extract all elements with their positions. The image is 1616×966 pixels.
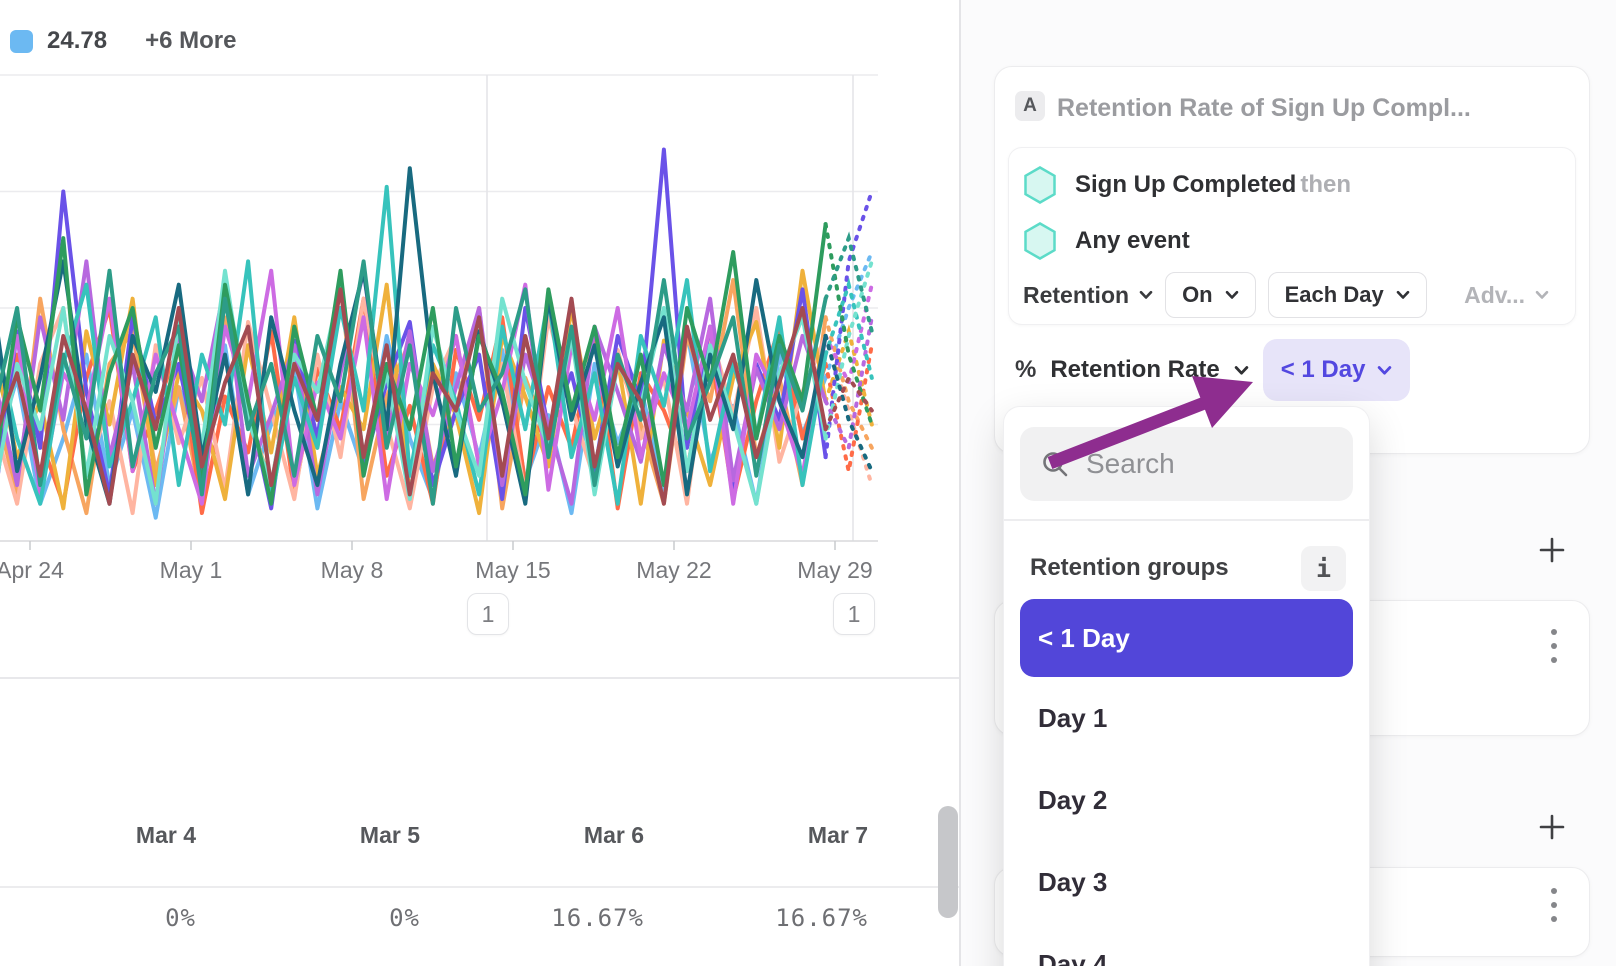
query-card-title[interactable]: Retention Rate of Sign Up Compl... xyxy=(1057,94,1471,122)
dropdown-item-day-1[interactable]: Day 1 xyxy=(1038,702,1108,733)
panel-divider xyxy=(959,0,961,966)
event-steps-card: Sign Up Completed then Any event Retentio… xyxy=(1008,147,1576,325)
add-segment-button[interactable] xyxy=(1536,534,1568,566)
vertical-scrollbar[interactable] xyxy=(938,806,958,918)
legend-more-button[interactable]: +6 More xyxy=(145,27,237,54)
info-icon[interactable]: i xyxy=(1301,545,1346,591)
retention-mode-dropdown[interactable]: Retention xyxy=(1023,282,1153,309)
annotation-badge-1[interactable]: 1 xyxy=(467,593,509,635)
hexagon-event-icon xyxy=(1024,222,1056,260)
event-step-1-suffix: then xyxy=(1300,171,1352,198)
query-card-a: A Retention Rate of Sign Up Compl... Sig… xyxy=(994,66,1590,454)
svg-text:May 15: May 15 xyxy=(475,557,550,583)
svg-text:May 29: May 29 xyxy=(797,557,872,583)
svg-text:May 22: May 22 xyxy=(636,557,711,583)
hexagon-event-icon xyxy=(1024,166,1056,204)
table-header-divider xyxy=(0,886,960,888)
table-value-cell: 16.67% xyxy=(775,904,868,932)
table-header-row: Mar 4 Mar 5 Mar 6 Mar 7 xyxy=(0,822,872,849)
retention-line-chart[interactable]: Apr 24 May 1 May 8 May 15 May 22 May 29 xyxy=(0,0,878,600)
retention-groups-label: Retention groups xyxy=(1030,554,1229,581)
retention-group-menu: Search Retention groups i < 1 Day Day 1 Da… xyxy=(1004,407,1369,966)
menu-divider xyxy=(1004,519,1369,521)
chevron-down-icon xyxy=(1535,290,1549,299)
table-header-cell: Mar 7 xyxy=(807,822,868,848)
annotation-badge-2[interactable]: 1 xyxy=(833,593,875,635)
search-placeholder: Search xyxy=(1086,448,1175,479)
section-divider xyxy=(0,677,960,679)
plus-icon xyxy=(1539,814,1565,840)
chevron-down-icon xyxy=(1396,290,1409,299)
chevron-down-icon xyxy=(1234,365,1248,375)
event-step-1[interactable]: Sign Up Completed then xyxy=(1023,158,1351,212)
chevron-down-icon xyxy=(1225,290,1238,299)
retention-group-options: < 1 Day Day 1 Day 2 Day 3 Day 4 xyxy=(1020,599,1353,966)
svg-text:May 1: May 1 xyxy=(160,557,223,583)
dropdown-item-day-4[interactable]: Day 4 xyxy=(1038,948,1108,966)
event-step-2[interactable]: Any event xyxy=(1023,214,1190,268)
search-input[interactable]: Search xyxy=(1020,427,1353,501)
legend-series-label[interactable]: 24.78 xyxy=(47,27,108,54)
add-segment-button-2[interactable] xyxy=(1536,811,1568,843)
dropdown-item-day-3[interactable]: Day 3 xyxy=(1038,866,1108,897)
svg-text:May 8: May 8 xyxy=(321,557,384,583)
legend-swatch xyxy=(10,29,33,53)
table-header-cell: Mar 4 xyxy=(135,822,196,848)
table-value-cell: 16.67% xyxy=(551,904,644,932)
retention-groups-header: Retention groups i xyxy=(1030,539,1346,597)
svg-text:Apr 24: Apr 24 xyxy=(0,557,64,583)
table-value-row: 0% 0% 16.67% 16.67% xyxy=(0,904,872,932)
percent-symbol: % xyxy=(1015,356,1037,383)
table-header-cell: Mar 6 xyxy=(583,822,644,848)
chevron-down-icon xyxy=(1378,365,1392,375)
query-card-badge: A xyxy=(1015,91,1045,121)
retention-controls-row: Retention On Each Day Adv... xyxy=(1023,272,1563,318)
measure-row: % Retention Rate < 1 Day xyxy=(1015,339,1411,401)
advanced-dropdown[interactable]: Adv... xyxy=(1464,282,1549,309)
dropdown-item-day-2[interactable]: Day 2 xyxy=(1038,784,1108,815)
on-dropdown[interactable]: On xyxy=(1165,272,1256,318)
table-value-cell: 0% xyxy=(165,904,196,932)
table-value-cell: 0% xyxy=(389,904,420,932)
chart-legend: 24.78 +6 More xyxy=(10,27,236,55)
chevron-down-icon xyxy=(1139,290,1153,299)
event-step-2-name[interactable]: Any event xyxy=(1075,227,1190,254)
retention-group-dropdown[interactable]: < 1 Day xyxy=(1262,339,1411,401)
plus-icon xyxy=(1539,537,1565,563)
dropdown-item--1-day[interactable]: < 1 Day xyxy=(1020,599,1353,677)
each-day-dropdown[interactable]: Each Day xyxy=(1267,272,1427,318)
more-options-menu[interactable] xyxy=(1545,882,1563,928)
table-header-cell: Mar 5 xyxy=(359,822,420,848)
event-step-1-name[interactable]: Sign Up Completed xyxy=(1075,171,1297,198)
more-options-menu[interactable] xyxy=(1545,623,1563,669)
search-icon xyxy=(1043,452,1068,477)
retention-rate-dropdown[interactable]: Retention Rate xyxy=(1050,356,1248,384)
